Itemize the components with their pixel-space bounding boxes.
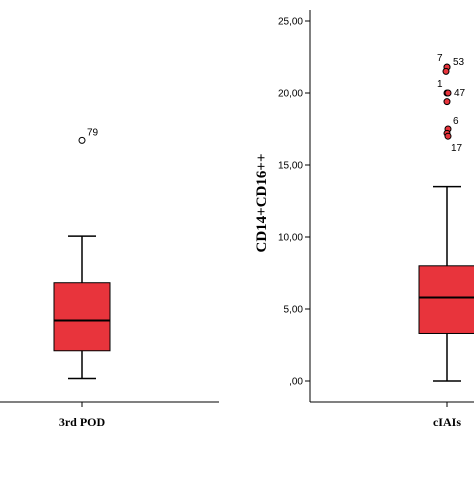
x-tick-label-ciais: cIAIs bbox=[433, 415, 461, 429]
y-tick-label: 25,00 bbox=[278, 17, 303, 28]
left-outlier-label: 79 bbox=[87, 127, 99, 138]
y-tick-label: 15,00 bbox=[278, 161, 303, 172]
right-outlier-point bbox=[444, 89, 452, 97]
y-tick-label: 10,00 bbox=[278, 233, 303, 244]
left-outlier-point bbox=[78, 136, 86, 144]
right-outlier-point bbox=[442, 67, 450, 75]
y-tick-label: 20,00 bbox=[278, 89, 303, 100]
y-tick-label: ,00 bbox=[289, 377, 303, 388]
right-iqr-box bbox=[418, 265, 474, 334]
right-outlier-label: 53 bbox=[453, 57, 465, 68]
right-outlier-point bbox=[444, 132, 452, 140]
y-tick-label: 5,00 bbox=[284, 305, 304, 316]
right-outlier-point bbox=[443, 98, 451, 106]
right-y-ticks: ,00 5,00 10,00 15,00 20,00 25,00 bbox=[278, 17, 310, 388]
right-outlier-label: 1 bbox=[437, 79, 443, 90]
right-outlier-label: 6 bbox=[453, 116, 459, 127]
left-boxplot-panel: 79 3rd POD bbox=[0, 127, 219, 429]
right-outlier-label: 17 bbox=[451, 143, 463, 154]
right-outlier-label: 7 bbox=[437, 53, 443, 64]
x-tick-label-3rd-pod: 3rd POD bbox=[59, 415, 106, 429]
right-boxplot-panel: ,00 5,00 10,00 15,00 20,00 25,00 7 53 1 47 6 17 cI… bbox=[254, 10, 474, 429]
y-axis-title: CD14+CD16++ bbox=[254, 154, 270, 253]
left-box-group: 79 bbox=[53, 127, 111, 380]
right-outlier-label: 47 bbox=[454, 88, 466, 99]
left-iqr-box bbox=[53, 282, 111, 352]
right-box-group: 7 53 1 47 6 17 bbox=[418, 53, 474, 382]
